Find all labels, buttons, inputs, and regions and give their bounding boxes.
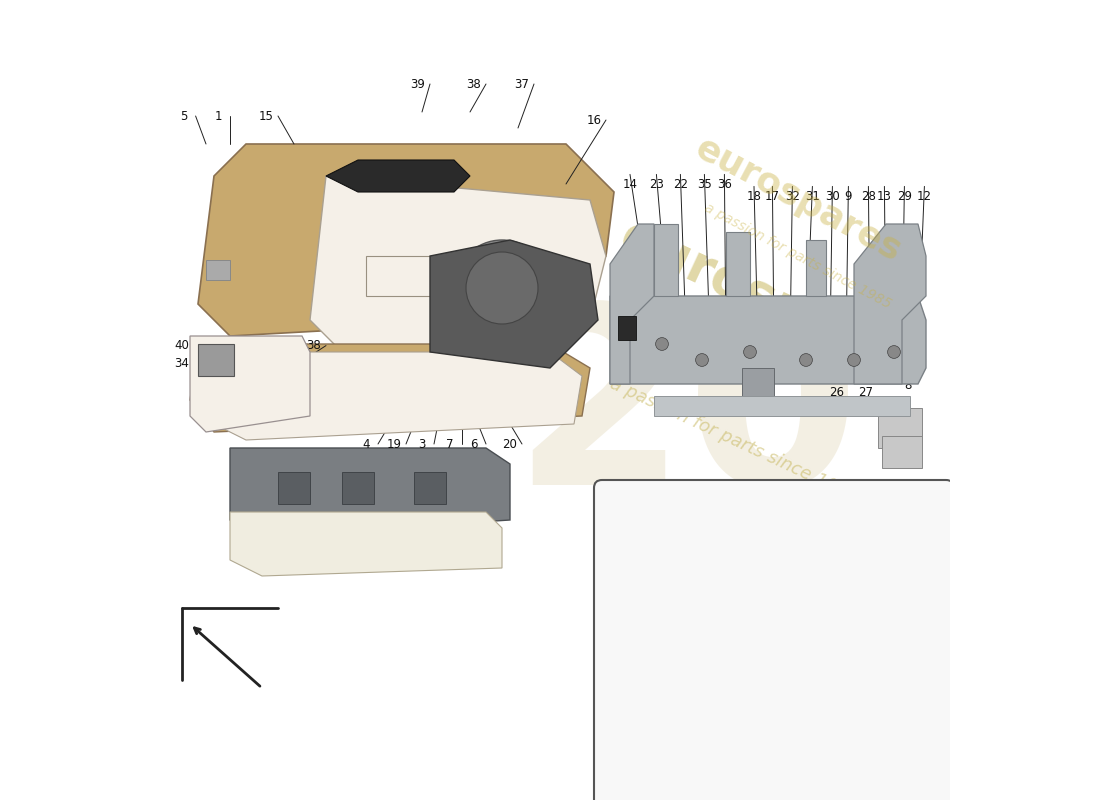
Bar (414, 472, 446, 504)
Text: 34: 34 (175, 358, 189, 370)
Circle shape (454, 240, 550, 336)
Bar (366, 256, 430, 296)
Text: 19: 19 (386, 438, 402, 450)
Text: 39: 39 (410, 78, 426, 90)
Polygon shape (610, 224, 654, 384)
Bar (198, 344, 234, 376)
Polygon shape (198, 144, 614, 336)
Circle shape (744, 346, 757, 358)
Circle shape (656, 338, 669, 350)
Text: 30: 30 (825, 190, 839, 202)
Circle shape (466, 252, 538, 324)
Text: 23: 23 (649, 178, 663, 190)
Text: 38: 38 (466, 78, 482, 90)
Circle shape (888, 346, 901, 358)
Polygon shape (742, 368, 774, 400)
Polygon shape (230, 512, 502, 576)
Polygon shape (214, 352, 582, 440)
Text: 28: 28 (861, 190, 876, 202)
Circle shape (848, 354, 860, 366)
Polygon shape (230, 448, 510, 536)
Text: 9: 9 (845, 190, 853, 202)
Text: 7: 7 (447, 438, 453, 450)
Text: 26: 26 (829, 386, 844, 398)
Text: eurospares: eurospares (689, 131, 906, 269)
Text: 31: 31 (805, 190, 820, 202)
Text: a passion for parts since 1985: a passion for parts since 1985 (702, 201, 894, 311)
Bar (726, 232, 750, 296)
Polygon shape (310, 176, 606, 360)
Text: 2: 2 (670, 366, 678, 378)
Text: 20: 20 (512, 295, 860, 537)
Polygon shape (190, 336, 310, 432)
Text: 16: 16 (586, 114, 602, 126)
Polygon shape (854, 224, 926, 384)
Text: 36: 36 (717, 178, 732, 190)
Polygon shape (430, 240, 598, 368)
Text: a passion for parts since 1985: a passion for parts since 1985 (607, 374, 861, 506)
Bar (654, 224, 678, 296)
Text: 25: 25 (618, 339, 634, 352)
Text: 1: 1 (214, 110, 222, 122)
Text: 18: 18 (747, 190, 761, 202)
FancyBboxPatch shape (594, 480, 954, 800)
Circle shape (800, 354, 813, 366)
Polygon shape (190, 344, 590, 432)
Text: 38: 38 (307, 339, 321, 352)
Text: 8: 8 (904, 379, 912, 392)
Bar (206, 260, 230, 280)
Text: 15: 15 (258, 110, 274, 122)
Text: 22: 22 (673, 178, 688, 190)
Text: 35: 35 (697, 178, 712, 190)
Text: 24: 24 (642, 339, 658, 352)
Text: 41: 41 (909, 339, 924, 352)
Circle shape (695, 354, 708, 366)
Text: 40: 40 (175, 339, 189, 352)
Text: eurospares: eurospares (612, 210, 936, 398)
Text: 37: 37 (515, 78, 529, 90)
Text: 3: 3 (418, 438, 426, 450)
Text: 32: 32 (785, 190, 800, 202)
Text: 29: 29 (896, 190, 912, 202)
Text: 10: 10 (725, 366, 740, 378)
Bar (342, 472, 374, 504)
Text: 14: 14 (623, 178, 638, 190)
Bar (654, 396, 910, 416)
Text: 17: 17 (764, 190, 780, 202)
Text: 12: 12 (917, 190, 932, 202)
Text: 11: 11 (697, 366, 712, 378)
Polygon shape (326, 160, 470, 192)
Bar (806, 240, 826, 296)
Text: 20: 20 (503, 438, 517, 450)
Bar (278, 472, 310, 504)
Bar (618, 316, 636, 340)
Polygon shape (610, 296, 926, 384)
Text: 4: 4 (362, 438, 370, 450)
Bar (878, 408, 922, 448)
Text: 13: 13 (877, 190, 892, 202)
Text: 27: 27 (858, 386, 873, 398)
Bar (882, 436, 922, 468)
Text: 6: 6 (471, 438, 477, 450)
Text: 5: 5 (180, 110, 187, 122)
